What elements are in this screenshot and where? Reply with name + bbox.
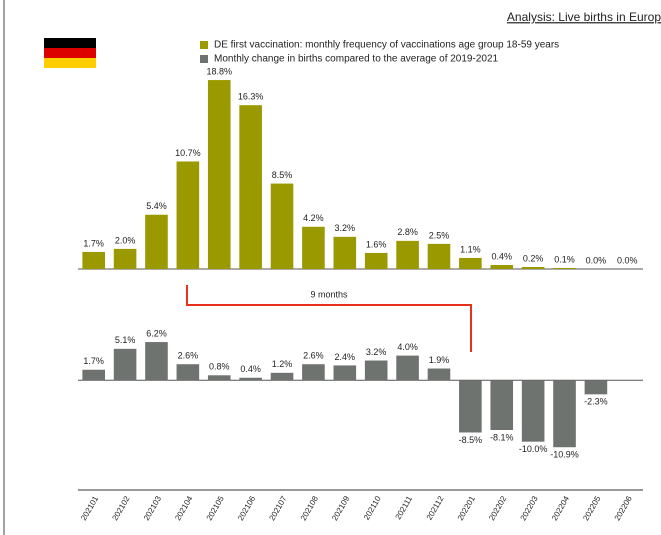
legend-swatch [200,41,208,49]
data-label: 1.7% [83,356,104,366]
data-label: 2.8% [397,227,418,237]
data-label: 1.7% [83,238,104,248]
bar [302,226,325,269]
data-label: -8.5% [459,435,483,445]
bar [270,183,294,269]
bar [521,380,545,442]
bar [396,240,419,269]
bar [176,161,200,269]
bar [553,380,576,448]
bar [207,80,231,269]
data-label: 1.2% [272,359,293,369]
data-label: 2.4% [335,352,356,362]
bar [490,380,514,431]
bar [82,369,105,381]
data-label: 10.7% [175,148,201,158]
data-label: 4.0% [397,342,418,352]
data-label: 0.0% [586,255,607,265]
bar [82,251,105,269]
bar [459,257,482,269]
data-label: 6.2% [146,328,167,338]
data-label: 1.6% [366,239,387,249]
flag [44,38,96,68]
bar [176,364,200,381]
data-label: 5.1% [115,335,136,345]
bar [207,375,231,381]
data-label: 0.4% [491,251,512,261]
bar [239,105,262,269]
data-label: -8.1% [490,432,514,442]
data-label: 0.8% [209,362,230,372]
data-label: -10.0% [519,444,548,454]
bar [364,360,388,381]
bar [113,248,137,269]
data-label: 1.9% [429,355,450,365]
data-label: 3.2% [366,347,387,357]
bar [333,236,357,269]
flag-stripe [44,38,96,48]
data-label: 2.6% [303,351,324,361]
data-label: 3.2% [335,223,356,233]
flag-stripe [44,58,96,68]
bar [521,266,545,269]
data-label: 2.5% [429,230,450,240]
chart-title: Analysis: Live births in Europ [507,10,661,24]
flag-stripe [44,48,96,58]
bar [333,365,357,381]
bar [427,243,451,269]
lag-bracket [186,285,472,352]
bar [270,372,294,381]
bar [459,380,482,433]
bar [553,267,576,269]
bar [113,348,137,381]
bar [490,264,514,269]
annotation: 9 months [310,289,348,299]
bar [427,368,451,381]
bar [239,377,262,381]
data-label: -2.3% [584,397,608,407]
data-label: -10.9% [550,450,579,460]
legend-label: Monthly change in births compared to the… [214,54,499,65]
bar [364,252,388,269]
data-label: 0.2% [523,253,544,263]
data-label: 0.4% [240,364,261,374]
bar [145,342,168,381]
data-label: 2.0% [115,235,136,245]
data-label: 16.3% [238,92,264,102]
data-label: 18.8% [206,66,232,76]
data-label: 2.6% [178,351,199,361]
data-label: 8.5% [272,170,293,180]
bar [145,214,168,269]
legend-label: DE first vaccination: monthly frequency … [214,40,559,51]
data-label: 1.1% [460,244,481,254]
data-label: 4.2% [303,213,324,223]
data-label: 0.0% [617,255,638,265]
bar [584,380,608,395]
bar [302,364,325,381]
data-label: 0.1% [554,254,575,264]
legend-swatch [200,55,208,63]
data-label: 5.4% [146,201,167,211]
bar [396,355,419,381]
